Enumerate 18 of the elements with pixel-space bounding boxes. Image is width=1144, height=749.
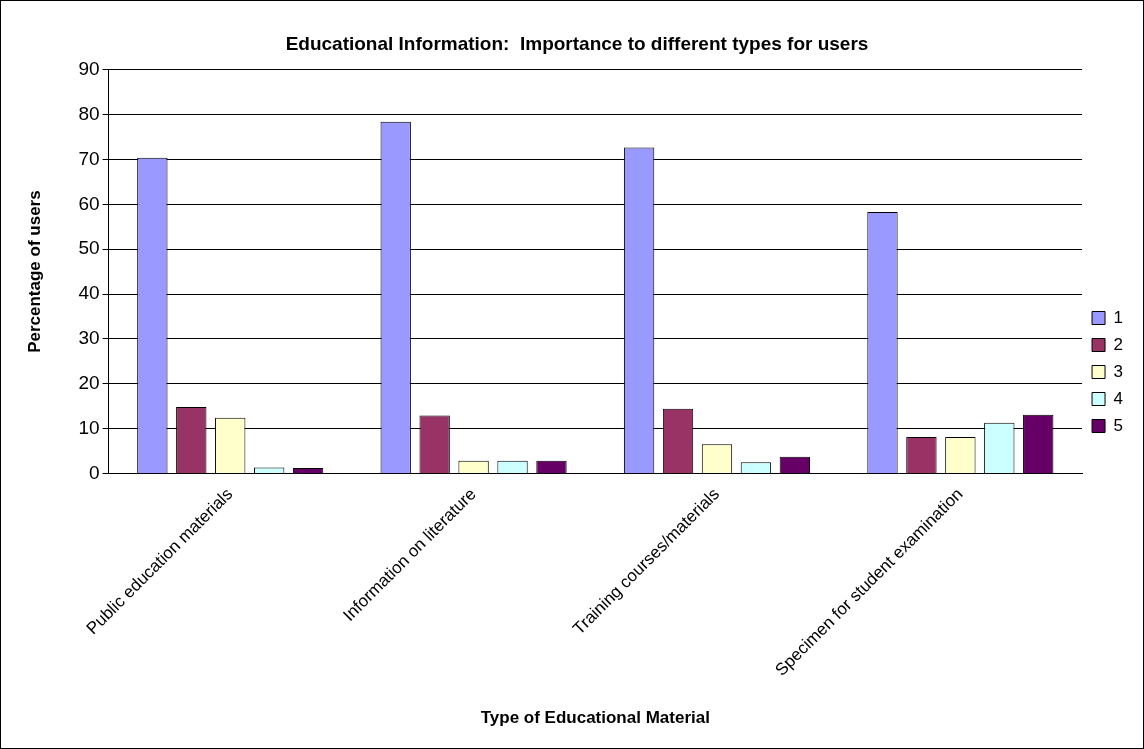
x-axis-title: Type of Educational Material <box>480 708 710 728</box>
y-tick-label: 80 <box>78 102 100 124</box>
legend-label: 2 <box>1113 334 1124 354</box>
y-axis-title: Percentage of users <box>24 190 44 353</box>
chart-title: Educational Information: Importance to different types for users <box>285 32 869 54</box>
y-tick-label: 20 <box>78 371 100 393</box>
y-tick-label: 90 <box>78 58 100 80</box>
y-tick-label: 0 <box>88 461 100 483</box>
legend-label: 1 <box>1113 307 1124 327</box>
y-tick-label: 60 <box>78 192 100 214</box>
y-tick-label: 70 <box>78 147 100 169</box>
y-tick-label: 30 <box>78 327 100 349</box>
legend-label: 3 <box>1113 361 1124 381</box>
legend-label: 5 <box>1113 415 1124 435</box>
y-tick-label: 50 <box>78 237 100 259</box>
y-tick-label: 10 <box>78 416 100 438</box>
y-tick-label: 40 <box>78 282 100 304</box>
legend-label: 4 <box>1113 388 1124 408</box>
